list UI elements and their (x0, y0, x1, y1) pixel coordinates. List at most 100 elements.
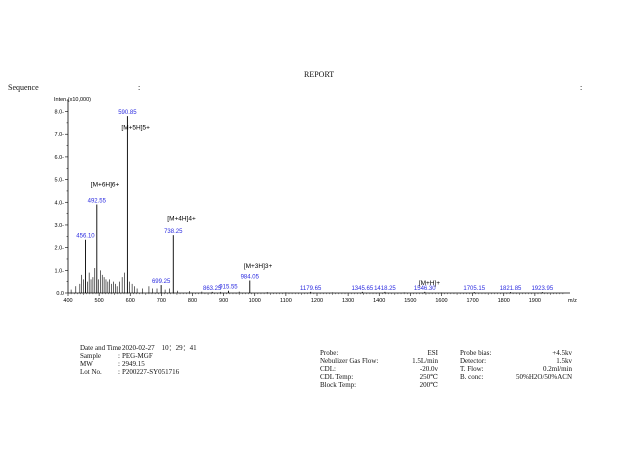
x-tick-label: 1700 (467, 298, 479, 304)
x-tick-label: 600 (126, 298, 135, 304)
peak-label: 1705.15 (463, 286, 485, 292)
peak-label: 915.55 (219, 285, 238, 291)
peak-label: 863.25 (203, 286, 222, 292)
ion-annotation: [M+4H]4+ (167, 215, 196, 222)
param-value: -20.0v (419, 365, 438, 373)
y-tick-label: 7.0- (55, 132, 65, 138)
param-row: Block Temp: 200℃ (320, 381, 438, 389)
y-axis-label: Inten.(x10,000) (54, 97, 91, 103)
ion-annotation: [M+5H]5+ (121, 125, 150, 132)
minor-peaks (70, 268, 442, 293)
x-tick-label: 800 (188, 298, 197, 304)
y-tick-label: 6.0- (55, 155, 65, 161)
param-row: Nebulizer Gas Flow: 1.5L/min (320, 357, 438, 365)
param-value: ESI (427, 349, 439, 357)
sample-info-value: PEG-MGF (122, 352, 153, 360)
y-tick-label: 8.0- (55, 110, 65, 116)
param-value: 200℃ (419, 381, 438, 389)
param-row: B. conc: 50%H2O/50%ACN (460, 373, 572, 381)
param-value: 250℃ (419, 373, 438, 381)
peak-label: 1179.65 (300, 286, 322, 292)
x-tick-label: 1900 (529, 298, 541, 304)
peak-label: 738.25 (164, 229, 183, 235)
sample-info-label: Date and Time (80, 344, 122, 352)
peak-label: 492.55 (88, 199, 107, 205)
sample-info-row: Lot No.: P200227-SY051716 (80, 368, 197, 376)
ion-annotations: [M+5H]5+ [M+6H]6+ [M+4H]4+ [M+3H]3+ [M+H]+ (91, 125, 440, 287)
instrument-params-left: Probe: ESI Nebulizer Gas Flow: 1.5L/min CDL:… (320, 349, 438, 389)
sample-info-label: Sample (80, 352, 101, 360)
param-label: B. conc: (460, 373, 484, 381)
peak-label: 1345.65 (351, 286, 373, 292)
param-row: T. Flow: 0.2ml/min (460, 365, 572, 373)
sample-info-separator: : (118, 360, 120, 368)
peak-label: 1923.95 (531, 286, 553, 292)
param-label: Detector: (460, 357, 487, 365)
x-tick-label: 1800 (498, 298, 510, 304)
peak-label: 1546.30 (414, 286, 436, 292)
y-tick-label: 1.0- (55, 268, 65, 274)
peak-label: 456.10 (76, 234, 95, 240)
chart-axes: Inten.(x10,000) 0.0 1.0- 2.0- 3.0- 4.0- 5.0- 6.… (54, 97, 577, 304)
param-label: CDL Temp: (320, 373, 354, 381)
x-tick-label: 1500 (404, 298, 416, 304)
sample-info-separator: : (118, 344, 120, 352)
param-row: CDL: -20.0v (320, 365, 438, 373)
peak-label: 590.85 (118, 110, 137, 116)
sequence-trailing-separator: : (580, 83, 583, 92)
param-label: Block Temp: (320, 381, 357, 389)
ion-annotation: [M+3H]3+ (244, 263, 273, 270)
y-tick-label: 0.0 (56, 291, 64, 297)
sample-info-row: Date and Time:2020-02-27 10：29：41 (80, 344, 197, 352)
sample-info-row: MW:2949.15 (80, 360, 197, 368)
x-tick-label: 1300 (342, 298, 354, 304)
x-tick-label: 1600 (435, 298, 447, 304)
sequence-label: Sequence (8, 83, 39, 92)
param-row: Probe bias: +4.5kv (460, 349, 572, 357)
param-label: T. Flow: (460, 365, 484, 373)
sample-info: Date and Time:2020-02-27 10：29：41 Sample:… (80, 344, 197, 376)
param-label: Nebulizer Gas Flow: (320, 357, 379, 365)
sample-info-row: Sample: PEG-MGF (80, 352, 197, 360)
peak-label: 1821.85 (500, 286, 522, 292)
y-tick-label: 5.0- (55, 178, 65, 184)
x-tick-label: 700 (157, 298, 166, 304)
param-value: 1.5kv (556, 357, 572, 365)
x-axis-label: m/z (568, 298, 577, 304)
peaks (85, 116, 543, 293)
param-label: Probe bias: (460, 349, 492, 357)
x-tick-label: 500 (95, 298, 104, 304)
instrument-params-right: Probe bias: +4.5kv Detector: 1.5kv T. Flow: 0… (460, 349, 572, 381)
sample-info-label: Lot No. (80, 368, 102, 376)
y-tick-label: 2.0- (55, 246, 65, 252)
sample-info-separator: : (118, 368, 120, 376)
param-value: 0.2ml/min (543, 365, 572, 373)
y-tick-label: 3.0- (55, 223, 65, 229)
param-row: CDL Temp: 250℃ (320, 373, 438, 381)
peak-labels: 456.10 492.55 590.85 699.25 738.25 863.25915.… (76, 110, 554, 292)
param-label: CDL: (320, 365, 336, 373)
sample-info-value: 2020-02-27 10：29：41 (122, 344, 197, 352)
param-row: Detector: 1.5kv (460, 357, 572, 365)
sequence-separator: : (138, 83, 141, 92)
sample-info-label: MW (80, 360, 93, 368)
ion-annotation: [M+H]+ (419, 280, 441, 287)
x-tick-label: 1000 (249, 298, 261, 304)
sample-info-separator: : (118, 352, 120, 360)
param-value: 50%H2O/50%ACN (516, 373, 572, 381)
peak-label: 699.25 (152, 279, 171, 285)
x-tick-label: 1400 (373, 298, 385, 304)
param-label: Probe: (320, 349, 339, 357)
param-value: +4.5kv (552, 349, 572, 357)
x-tick-label: 1100 (280, 298, 292, 304)
param-value: 1.5L/min (412, 357, 438, 365)
ion-annotation: [M+6H]6+ (91, 181, 120, 188)
sample-info-value: 2949.15 (122, 360, 145, 368)
param-row: Probe: ESI (320, 349, 438, 357)
peak-label: 984.05 (241, 275, 260, 281)
x-tick-label: 1200 (311, 298, 323, 304)
y-tick-label: 4.0- (55, 200, 65, 206)
x-tick-label: 900 (219, 298, 228, 304)
x-tick-label: 400 (63, 298, 72, 304)
